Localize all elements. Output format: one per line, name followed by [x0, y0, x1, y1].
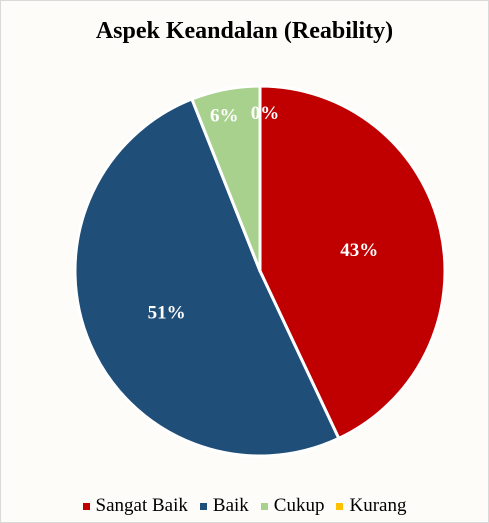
- data-label-cukup: 6%: [210, 106, 239, 127]
- legend-label-kurang: Kurang: [349, 495, 407, 516]
- legend-swatch-baik: [199, 502, 207, 510]
- chart-title: Aspek Keandalan (Reability): [95, 18, 394, 44]
- legend-item-baik: Baik: [199, 495, 249, 517]
- legend-label-cukup: Cukup: [273, 495, 325, 516]
- pie-slice-sangat-baik: [258, 84, 447, 440]
- pie-chart: 43% 51% 6% 0%: [73, 84, 447, 458]
- legend: Sangat Baik Baik Cukup Kurang: [0, 494, 489, 518]
- legend-item-sangat-baik: Sangat Baik: [82, 495, 188, 517]
- data-label-sangat-baik: 43%: [340, 240, 378, 261]
- pie-slice-cukup: [190, 84, 262, 273]
- pie-slice-baik: [73, 97, 341, 458]
- legend-label-sangat-baik: Sangat Baik: [95, 495, 188, 516]
- data-label-kurang: 0%: [251, 103, 280, 124]
- data-label-baik: 51%: [148, 302, 186, 323]
- legend-item-cukup: Cukup: [260, 495, 325, 517]
- legend-item-kurang: Kurang: [336, 495, 406, 517]
- legend-swatch-sangat-baik: [82, 502, 90, 510]
- legend-swatch-kurang: [336, 502, 344, 510]
- legend-swatch-cukup: [260, 502, 268, 510]
- legend-label-baik: Baik: [212, 495, 249, 516]
